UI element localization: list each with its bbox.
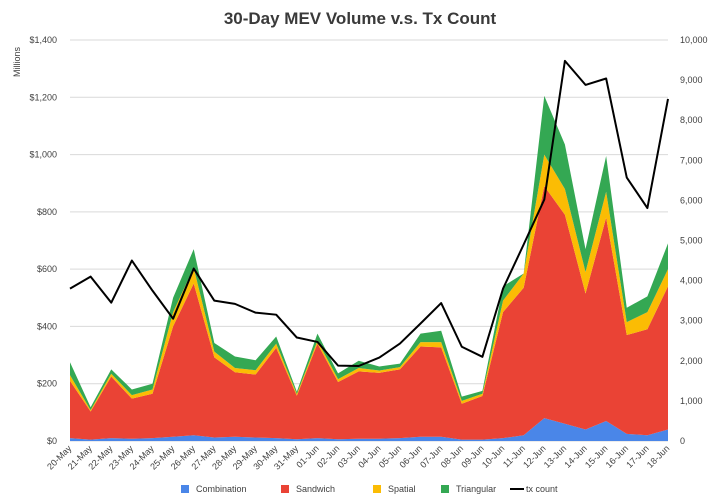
area-spatial <box>70 154 668 412</box>
chart-title: 30-Day MEV Volume v.s. Tx Count <box>224 9 497 28</box>
y-axis-right: 0 1,000 2,000 3,000 4,000 5,000 6,000 7,000 8,00… <box>680 35 708 446</box>
y-tick-label: $400 <box>37 321 57 331</box>
y-tick-label: $800 <box>37 207 57 217</box>
y2-tick-label: 8,000 <box>680 115 703 125</box>
y-tick-label: $1,200 <box>29 92 57 102</box>
y2-tick-label: 4,000 <box>680 276 703 286</box>
y2-tick-label: 1,000 <box>680 396 703 406</box>
legend: Combination Sandwich Spatial Triangular tx c… <box>181 484 558 494</box>
y-axis-left: $0 $200 $400 $600 $800 $1,000 $1,200 $1,400 <box>29 35 57 446</box>
area-sandwich <box>70 186 668 440</box>
y2-tick-label: 5,000 <box>680 236 703 246</box>
y2-tick-label: 10,000 <box>680 35 708 45</box>
legend-label: Combination <box>196 484 247 494</box>
line-tx-count <box>69 59 669 368</box>
y2-tick-label: 6,000 <box>680 195 703 205</box>
legend-swatch-combination <box>181 485 189 493</box>
legend-label: Spatial <box>388 484 416 494</box>
y-tick-label: $200 <box>37 379 57 389</box>
y-tick-label: $1,400 <box>29 35 57 45</box>
legend-swatch-triangular <box>441 485 449 493</box>
y-axis-label: Millions <box>12 47 22 78</box>
stacked-areas <box>70 95 668 441</box>
y-tick-label: $0 <box>47 436 57 446</box>
y2-tick-label: 9,000 <box>680 75 703 85</box>
tx-count-line-group <box>69 59 669 368</box>
legend-label: tx count <box>526 484 558 494</box>
legend-label: Triangular <box>456 484 496 494</box>
legend-label: Sandwich <box>296 484 335 494</box>
legend-swatch-sandwich <box>281 485 289 493</box>
y2-tick-label: 3,000 <box>680 316 703 326</box>
area-combination <box>70 418 668 441</box>
y-tick-label: $600 <box>37 264 57 274</box>
y2-tick-label: 2,000 <box>680 356 703 366</box>
y-tick-label: $1,000 <box>29 150 57 160</box>
y2-tick-label: 7,000 <box>680 155 703 165</box>
y2-tick-label: 0 <box>680 436 685 446</box>
legend-swatch-spatial <box>373 485 381 493</box>
